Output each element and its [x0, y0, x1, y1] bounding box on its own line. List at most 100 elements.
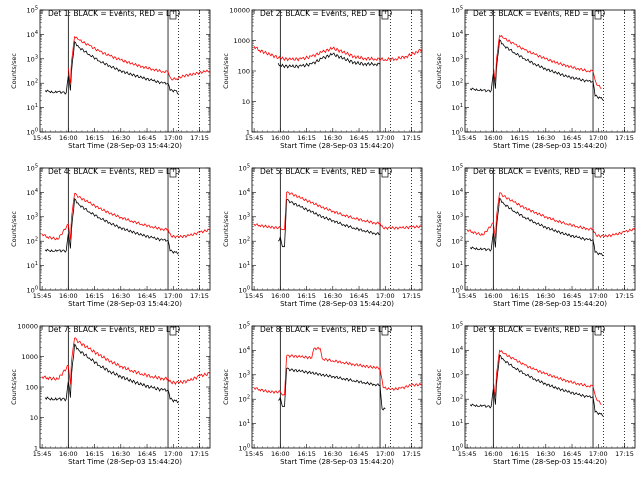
y-tick-label: 102	[452, 395, 463, 404]
x-tick-label: 16:30	[111, 292, 130, 300]
x-tick-label: 16:30	[536, 134, 555, 142]
y-tick-label: 103	[452, 54, 463, 63]
x-tick-label: 17:15	[190, 450, 209, 458]
x-tick-label: 16:00	[59, 292, 78, 300]
plot-frame	[251, 167, 423, 291]
x-tick-label: 15:45	[245, 450, 264, 458]
x-tick-label: 15:45	[33, 292, 52, 300]
x-tick-label: 17:00	[376, 450, 395, 458]
series-line-lld	[41, 337, 210, 386]
plot-frame	[39, 167, 211, 291]
chart-title: Det 8: BLACK = Events, RED = LLD	[260, 325, 392, 334]
x-axis-label: Start Time (28-Sep-03 15:44:20)	[493, 142, 607, 150]
series-line-lld	[466, 192, 635, 239]
x-tick-label: 16:45	[138, 450, 157, 458]
y-axis-label: Counts/sec	[222, 211, 230, 247]
y-tick-label: 104	[27, 188, 38, 197]
x-tick-label: 17:00	[376, 134, 395, 142]
x-tick-label: 16:30	[323, 134, 342, 142]
x-tick-label: 16:30	[111, 134, 130, 142]
x-axis-label: Start Time (28-Sep-03 15:44:20)	[280, 142, 394, 150]
x-tick-label: 16:45	[563, 450, 582, 458]
panel-det-2: Det 2: BLACK = Events, RED = LLD 1 10 100 10…	[222, 7, 423, 150]
series-line-events	[44, 40, 179, 95]
y-tick-label: 101	[452, 419, 463, 428]
x-tick-label: 16:15	[510, 292, 529, 300]
chart-title: Det 5: BLACK = Events, RED = LLD	[260, 167, 392, 176]
y-tick-label: 105	[239, 164, 250, 173]
x-tick-label: 16:15	[297, 134, 316, 142]
x-tick-label: 17:15	[402, 292, 421, 300]
plot-frame	[251, 325, 423, 449]
y-tick-label: 1	[246, 129, 250, 137]
y-tick-label: 104	[452, 188, 463, 197]
y-axis-label: Counts/sec	[10, 369, 18, 405]
y-tick-label: 104	[452, 30, 463, 39]
x-tick-label: 15:45	[245, 134, 264, 142]
y-tick-label: 102	[239, 395, 250, 404]
x-tick-label: 15:45	[245, 292, 264, 300]
y-tick-label: 100	[27, 128, 38, 137]
y-tick-label: 104	[452, 346, 463, 355]
y-tick-label: 101	[27, 261, 38, 270]
y-tick-label: 102	[452, 79, 463, 88]
y-tick-label: 104	[27, 30, 38, 39]
plot-frame	[464, 9, 636, 133]
y-tick-label: 105	[239, 322, 250, 331]
series-line-lld	[253, 46, 422, 62]
y-tick-label: 100	[26, 384, 38, 392]
panel-det-6: Det 6: BLACK = Events, RED = LLD 100 101 10…	[435, 164, 636, 308]
series-line-events	[44, 343, 179, 404]
panel-det-1: Det 1: BLACK = Events, RED = LLD 100 101 10…	[10, 6, 211, 150]
series-line-lld	[41, 192, 210, 241]
y-tick-label: 104	[239, 346, 250, 355]
y-tick-label: 1000	[233, 37, 250, 45]
x-axis-label: Start Time (28-Sep-03 15:44:20)	[68, 300, 182, 308]
y-axis-label: Counts/sec	[222, 53, 230, 89]
y-tick-label: 100	[239, 444, 250, 453]
x-tick-label: 16:30	[111, 450, 130, 458]
x-tick-label: 16:00	[484, 450, 503, 458]
series-line-events	[469, 38, 604, 101]
y-tick-label: 1	[34, 445, 38, 453]
y-tick-label: 105	[27, 164, 38, 173]
y-tick-label: 103	[452, 370, 463, 379]
x-tick-label: 16:45	[563, 134, 582, 142]
chart-title: Det 2: BLACK = Events, RED = LLD	[260, 9, 392, 18]
x-tick-label: 16:45	[350, 450, 369, 458]
chart-title: Det 7: BLACK = Events, RED = LLD	[48, 325, 180, 334]
chart-title: Det 6: BLACK = Events, RED = LLD	[473, 167, 605, 176]
y-tick-label: 100	[452, 128, 463, 137]
chart-title: Det 4: BLACK = Events, RED = LLD	[48, 167, 180, 176]
y-tick-label: 101	[452, 261, 463, 270]
x-tick-label: 17:15	[615, 292, 634, 300]
x-tick-label: 17:15	[615, 450, 634, 458]
plot-frame	[251, 9, 423, 133]
x-tick-label: 17:00	[589, 134, 608, 142]
x-tick-label: 17:00	[589, 292, 608, 300]
y-axis-label: Counts/sec	[10, 211, 18, 247]
y-tick-label: 104	[239, 188, 250, 197]
y-tick-label: 103	[239, 212, 250, 221]
y-tick-label: 1000	[21, 353, 38, 361]
x-tick-label: 15:45	[33, 134, 52, 142]
series-line-events	[278, 367, 386, 411]
chart-title: Det 3: BLACK = Events, RED = LLD	[473, 9, 605, 18]
x-tick-label: 16:00	[271, 450, 290, 458]
y-tick-label: 105	[452, 164, 463, 173]
y-tick-label: 103	[27, 54, 38, 63]
y-tick-label: 100	[452, 444, 463, 453]
x-tick-label: 17:00	[376, 292, 395, 300]
x-axis-label: Start Time (28-Sep-03 15:44:20)	[493, 300, 607, 308]
series-line-lld	[492, 34, 602, 89]
y-tick-label: 105	[27, 6, 38, 15]
y-axis-label: Counts/sec	[435, 211, 443, 247]
x-tick-label: 15:45	[458, 134, 477, 142]
y-tick-label: 10	[30, 414, 38, 422]
series-line-lld	[67, 35, 210, 84]
x-tick-label: 15:45	[33, 450, 52, 458]
x-tick-label: 17:00	[589, 450, 608, 458]
x-tick-label: 16:00	[271, 292, 290, 300]
x-tick-label: 17:15	[190, 292, 209, 300]
